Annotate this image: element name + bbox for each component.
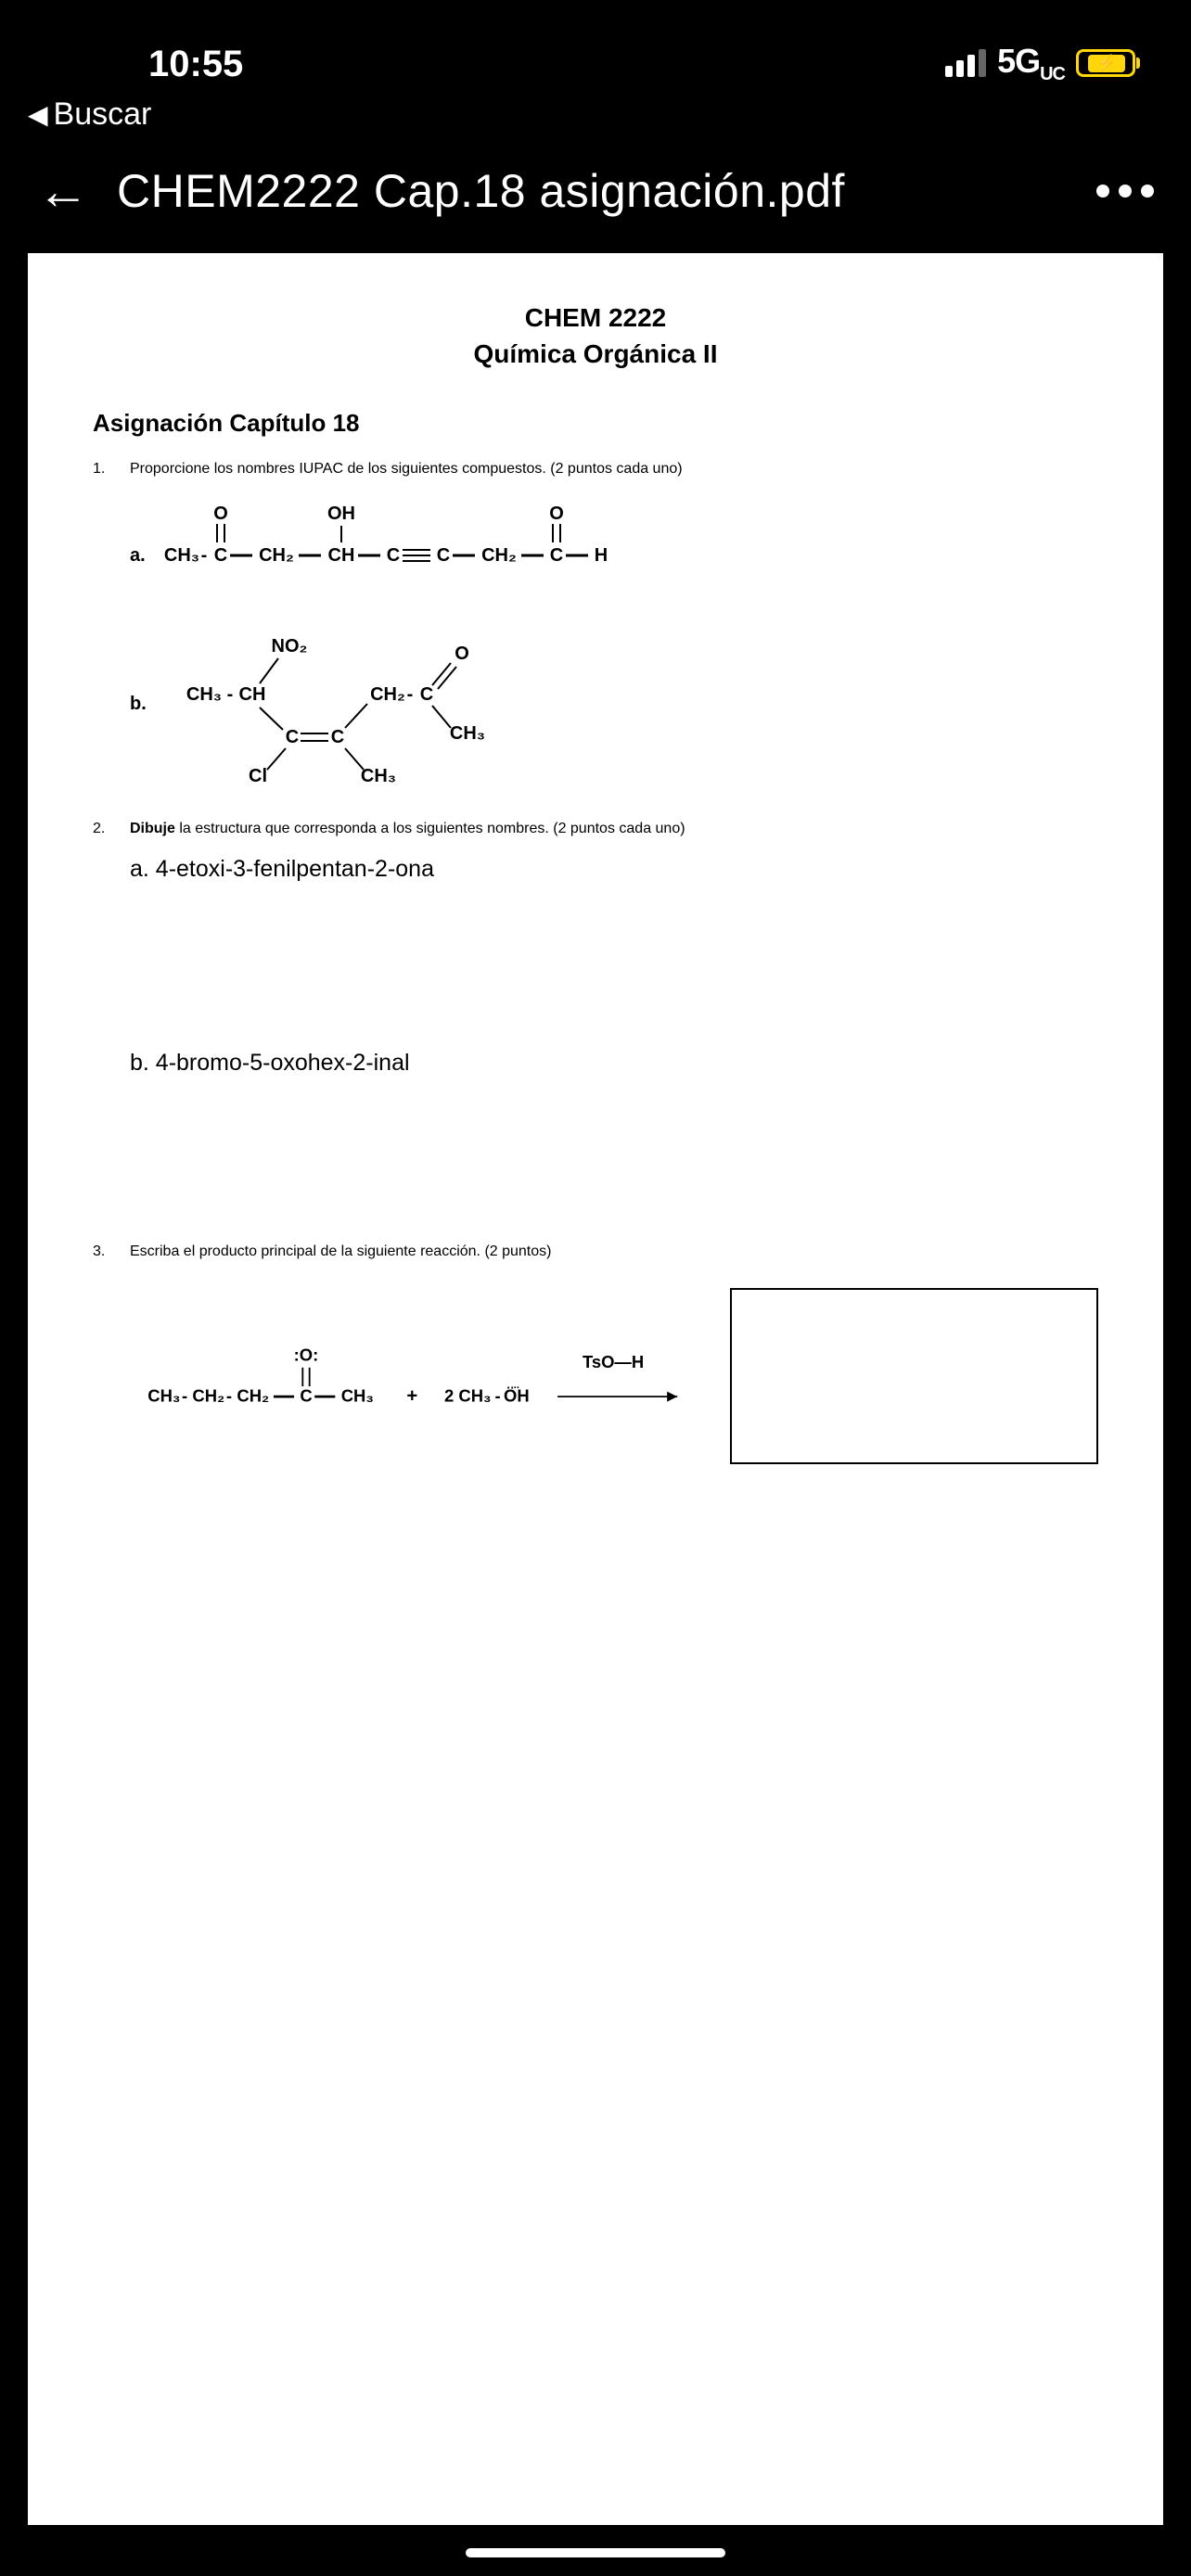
back-arrow-icon[interactable]: ← (37, 160, 89, 221)
q2-number: 2. (93, 821, 115, 837)
svg-text:C: C (550, 545, 563, 566)
svg-text:2 CH₃: 2 CH₃ (444, 1386, 492, 1406)
svg-text:+: + (406, 1386, 417, 1407)
svg-text:-: - (407, 684, 414, 705)
question-3: 3. Escriba el producto principal de la s… (93, 1243, 1098, 1260)
q1-text: Proporcione los nombres IUPAC de los sig… (130, 461, 683, 478)
svg-text:O: O (455, 644, 469, 664)
back-to-app[interactable]: ◀ Buscar (0, 93, 1191, 151)
svg-text:-: - (227, 684, 234, 705)
svg-text:CH₃: CH₃ (450, 723, 485, 744)
svg-text:CH₃: CH₃ (147, 1386, 180, 1406)
status-left: 10:55 (56, 44, 243, 85)
q2b: b. 4-bromo-5-oxohex-2-inal (130, 1050, 1098, 1077)
home-indicator[interactable] (466, 2548, 725, 2557)
question-2: 2. Dibuje la estructura que corresponda … (93, 821, 1098, 837)
signal-icon (945, 49, 986, 77)
svg-text:C: C (214, 545, 227, 566)
svg-text:C: C (300, 1386, 312, 1406)
svg-text:CH₂: CH₂ (481, 545, 517, 566)
status-right: 5GUC ⚡ (945, 42, 1135, 85)
svg-text:CH: CH (328, 545, 355, 566)
status-time: 10:55 (56, 44, 243, 85)
svg-text:-: - (494, 1386, 500, 1406)
network-sub: UC (1040, 64, 1065, 84)
more-menu-icon[interactable] (1096, 185, 1154, 198)
svg-text:O: O (549, 504, 564, 524)
q3-text: Escriba el producto principal de la sigu… (130, 1243, 551, 1260)
svg-text:O: O (213, 504, 228, 524)
svg-text:CH₃: CH₃ (341, 1386, 374, 1406)
q1b-structure: b. CH₃ - CH NO₂ C C Cl CH₃ (130, 617, 1098, 784)
svg-text:..: .. (514, 1380, 519, 1391)
charging-icon: ⚡ (1096, 54, 1117, 73)
network-label: 5GUC (997, 42, 1065, 85)
network-type: 5G (997, 42, 1040, 80)
back-app-label: Buscar (54, 96, 152, 133)
document-page[interactable]: CHEM 2222 Química Orgánica II Asignación… (28, 253, 1163, 2525)
q2a: a. 4-etoxi-3-fenilpentan-2-ona (130, 856, 1098, 883)
svg-text:CH₃: CH₃ (164, 545, 199, 566)
svg-text:C: C (387, 545, 400, 566)
svg-text:-: - (182, 1386, 187, 1406)
svg-text:CH: CH (239, 684, 266, 705)
battery-icon: ⚡ (1076, 49, 1135, 77)
svg-text:CH₂: CH₂ (192, 1386, 224, 1406)
assignment-title: Asignación Capítulo 18 (93, 409, 1098, 438)
svg-text:C: C (437, 545, 450, 566)
svg-text::O:: :O: (294, 1345, 319, 1365)
svg-text:OH: OH (327, 504, 355, 524)
svg-text:H: H (595, 545, 608, 566)
status-bar: 10:55 5GUC ⚡ (0, 0, 1191, 93)
svg-text:CH₃: CH₃ (361, 766, 396, 784)
title-bar: ← CHEM2222 Cap.18 asignación.pdf (0, 151, 1191, 253)
q3-reaction: CH₃ - CH₂ - CH₂ C :O: CH₃ + 2 CH₃ - ÖH . (130, 1288, 1098, 1464)
svg-text:C: C (286, 727, 299, 747)
course-code: CHEM 2222 (93, 300, 1098, 336)
q2-rest: la estructura que corresponda a los sigu… (179, 821, 685, 836)
svg-text:-: - (201, 545, 208, 566)
svg-text:NO₂: NO₂ (272, 636, 308, 657)
q1-number: 1. (93, 461, 115, 478)
svg-text:CH₂: CH₂ (370, 684, 405, 705)
svg-text:C: C (420, 684, 433, 705)
svg-text:CH₃: CH₃ (186, 684, 222, 705)
svg-text:a.: a. (130, 545, 146, 566)
svg-text:C: C (331, 727, 344, 747)
svg-text:TsO—H: TsO—H (583, 1352, 644, 1371)
back-triangle-icon: ◀ (28, 99, 48, 130)
question-1: 1. Proporcione los nombres IUPAC de los … (93, 461, 1098, 478)
q3-number: 3. (93, 1243, 115, 1260)
svg-text:-: - (226, 1386, 232, 1406)
doc-header: CHEM 2222 Química Orgánica II (93, 300, 1098, 372)
svg-text:CH₂: CH₂ (237, 1386, 269, 1406)
svg-text:CH₂: CH₂ (259, 545, 294, 566)
svg-text:Cl: Cl (249, 766, 267, 784)
q2-text: Dibuje la estructura que corresponda a l… (130, 821, 685, 837)
q2-bold: Dibuje (130, 821, 175, 836)
answer-box (730, 1288, 1098, 1464)
document-title: CHEM2222 Cap.18 asignación.pdf (117, 164, 1069, 218)
course-subtitle: Química Orgánica II (93, 336, 1098, 372)
q1a-structure: a. CH₃ - C O CH₂ CH OH C (130, 496, 1098, 580)
svg-text:b.: b. (130, 694, 147, 714)
